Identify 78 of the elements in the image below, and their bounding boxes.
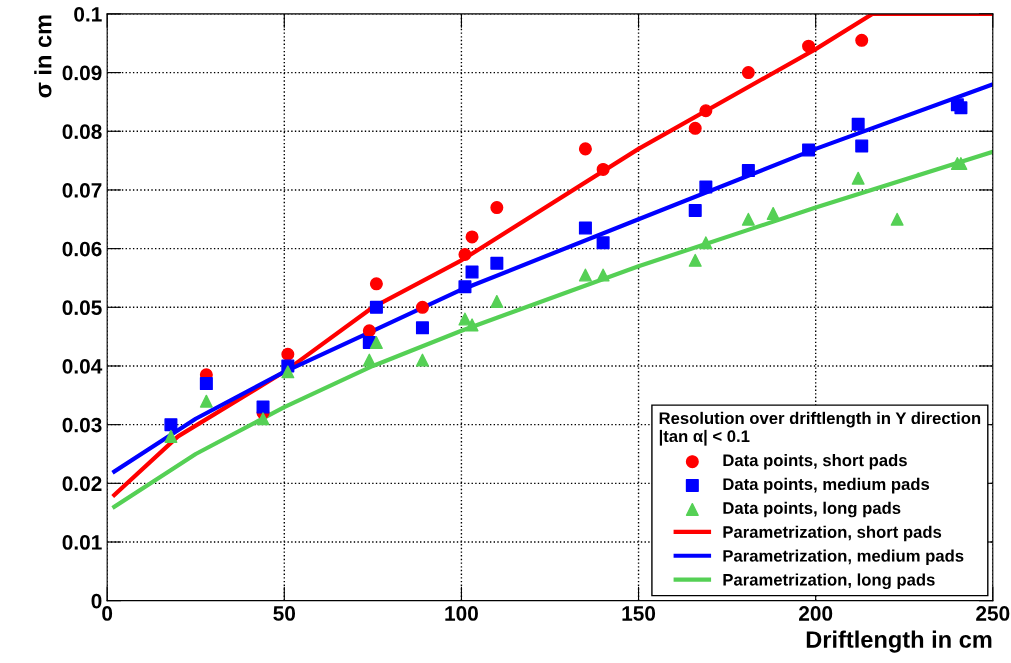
point (256, 412, 270, 426)
point (802, 39, 816, 53)
point (281, 365, 295, 379)
legend-label: Parametrization, medium pads (723, 549, 964, 566)
point (855, 33, 869, 47)
y-axis-title: σ in cm (34, 15, 52, 98)
point (596, 162, 610, 176)
y-tick-label: 0 (91, 593, 102, 609)
point (415, 321, 429, 335)
point (415, 300, 429, 314)
point (851, 171, 865, 185)
legend-label: Parametrization, long pads (723, 573, 935, 590)
point (465, 318, 479, 332)
x-tick-label: 0 (102, 606, 113, 621)
point (369, 300, 383, 314)
point (578, 221, 592, 235)
point (369, 336, 383, 350)
point (281, 347, 295, 361)
x-axis-title: Driftlength in cm (806, 630, 992, 653)
point (855, 139, 869, 153)
annotation: |tan α| < 0.1 (659, 429, 750, 446)
x-tick-label: 250 (976, 606, 1010, 621)
line-series (112, 13, 993, 498)
point (415, 353, 429, 367)
point (199, 394, 213, 408)
line-series (112, 82, 993, 474)
point (458, 280, 472, 294)
x-tick-label: 100 (445, 606, 478, 621)
y-tick-label: 0.05 (62, 300, 102, 316)
point (699, 180, 713, 194)
x-tick-label: 150 (622, 606, 656, 621)
point (490, 294, 504, 308)
point (458, 312, 472, 326)
point (699, 104, 713, 118)
x-tick-label: 200 (799, 606, 833, 621)
point (851, 117, 865, 131)
point (458, 247, 472, 261)
point (688, 253, 702, 267)
point (890, 212, 904, 226)
point (596, 268, 610, 282)
y-tick-label: 0.1 (74, 6, 102, 22)
point (369, 277, 383, 291)
point (766, 206, 780, 220)
legend-title: Resolution over driftlength in Y direction (659, 411, 981, 428)
point (688, 121, 702, 135)
point (688, 203, 702, 217)
y-tick-label: 0.01 (62, 535, 102, 550)
legend-label: Data points, short pads (723, 453, 907, 470)
y-tick-label: 0.02 (62, 476, 102, 492)
point (490, 201, 504, 215)
legend-label: Data points, long pads (723, 501, 901, 518)
point (741, 66, 755, 80)
point (164, 418, 178, 432)
point (490, 256, 504, 270)
y-tick-label: 0.09 (62, 65, 102, 81)
point (465, 230, 479, 244)
y-tick-label: 0.08 (62, 124, 102, 140)
point (699, 236, 713, 250)
point (802, 143, 816, 157)
legend-label: Parametrization, short pads (723, 525, 942, 542)
point (256, 400, 270, 414)
point (362, 353, 376, 367)
y-tick-label: 0.03 (62, 417, 102, 433)
point (741, 164, 755, 178)
point (578, 142, 592, 156)
legend-label: Data points, medium pads (723, 477, 930, 494)
point (164, 429, 178, 443)
point (199, 377, 213, 391)
y-tick-label: 0.04 (62, 358, 103, 374)
point (465, 265, 479, 279)
point (578, 268, 592, 282)
point (954, 101, 968, 115)
point (362, 324, 376, 338)
point (596, 236, 610, 250)
y-tick-label: 0.07 (62, 182, 102, 198)
point (741, 212, 755, 226)
x-tick-label: 50 (273, 606, 296, 621)
y-tick-label: 0.06 (62, 241, 102, 257)
